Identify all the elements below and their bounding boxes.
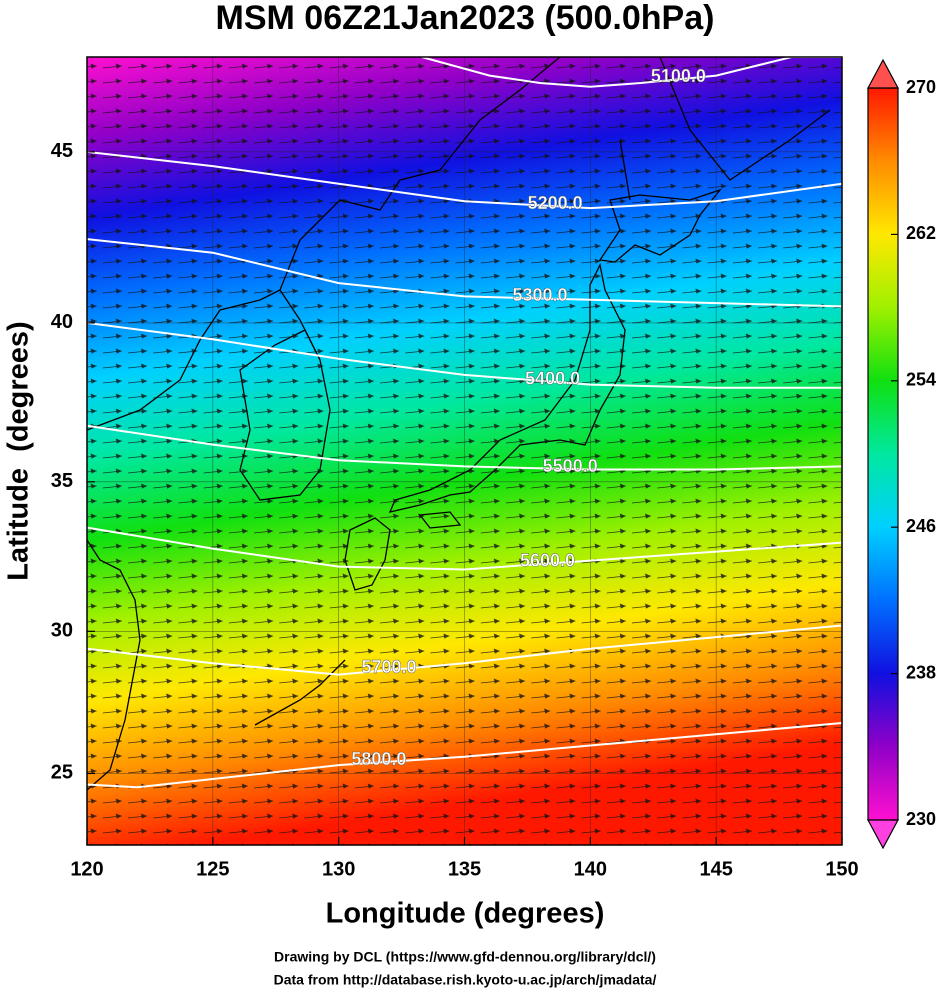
colorbar-extend-top xyxy=(866,58,900,89)
x-axis-label: Longitude (degrees) xyxy=(326,898,605,930)
contour-label: 5200.0 xyxy=(528,193,583,213)
x-tick-label: 120 xyxy=(70,858,103,880)
contour-label: 5300.0 xyxy=(512,285,567,305)
colorbar-tick-label: 254 xyxy=(906,370,936,390)
y-tick-label: 25 xyxy=(51,762,73,784)
contour-label: 5400.0 xyxy=(525,368,580,388)
colorbar-extend-bottom xyxy=(866,819,900,850)
footer-line: Drawing by DCL (https://www.gfd-dennou.o… xyxy=(274,949,656,965)
colorbar-tick-label: 238 xyxy=(906,662,936,682)
contour-line xyxy=(86,624,843,676)
contour-line xyxy=(86,424,843,471)
y-tick-label: 45 xyxy=(51,140,73,162)
y-tick-label: 30 xyxy=(51,620,73,642)
colorbar-tick-label: 230 xyxy=(906,809,936,829)
x-tick-label: 125 xyxy=(196,858,229,880)
chart-title: MSM 06Z21Jan2023 (500.0hPa) xyxy=(216,0,715,37)
contour-line xyxy=(86,321,842,389)
contour-label: 5500.0 xyxy=(543,456,598,476)
y-axis-label: Latitude (degrees) xyxy=(3,321,35,580)
contour-label: 5600.0 xyxy=(520,550,575,570)
contour-line xyxy=(86,150,843,210)
contour-line xyxy=(86,722,843,789)
y-tick-label: 40 xyxy=(51,311,73,333)
x-tick-label: 150 xyxy=(825,858,858,880)
x-tick-label: 130 xyxy=(322,858,355,880)
contour-label: 5100.0 xyxy=(651,66,706,86)
contour-label: 5800.0 xyxy=(351,749,406,769)
contour-line xyxy=(86,238,843,308)
colorbar-tick-label: 246 xyxy=(906,516,936,536)
colorbar-tick-label: 270 xyxy=(906,77,936,97)
x-tick-label: 140 xyxy=(574,858,607,880)
colorbar-body xyxy=(867,87,899,821)
x-tick-label: 135 xyxy=(448,858,481,880)
colorbar-tick-label: 262 xyxy=(906,223,936,243)
contour-label: 5700.0 xyxy=(361,657,416,677)
y-tick-label: 35 xyxy=(51,470,73,492)
colorbar: 230 238 246 254 262 270 xyxy=(866,58,936,850)
x-tick-label: 145 xyxy=(699,858,732,880)
contour-line xyxy=(421,56,842,88)
contour-line xyxy=(86,526,843,571)
footer-line: Data from http://database.rish.kyoto-u.a… xyxy=(274,972,657,988)
